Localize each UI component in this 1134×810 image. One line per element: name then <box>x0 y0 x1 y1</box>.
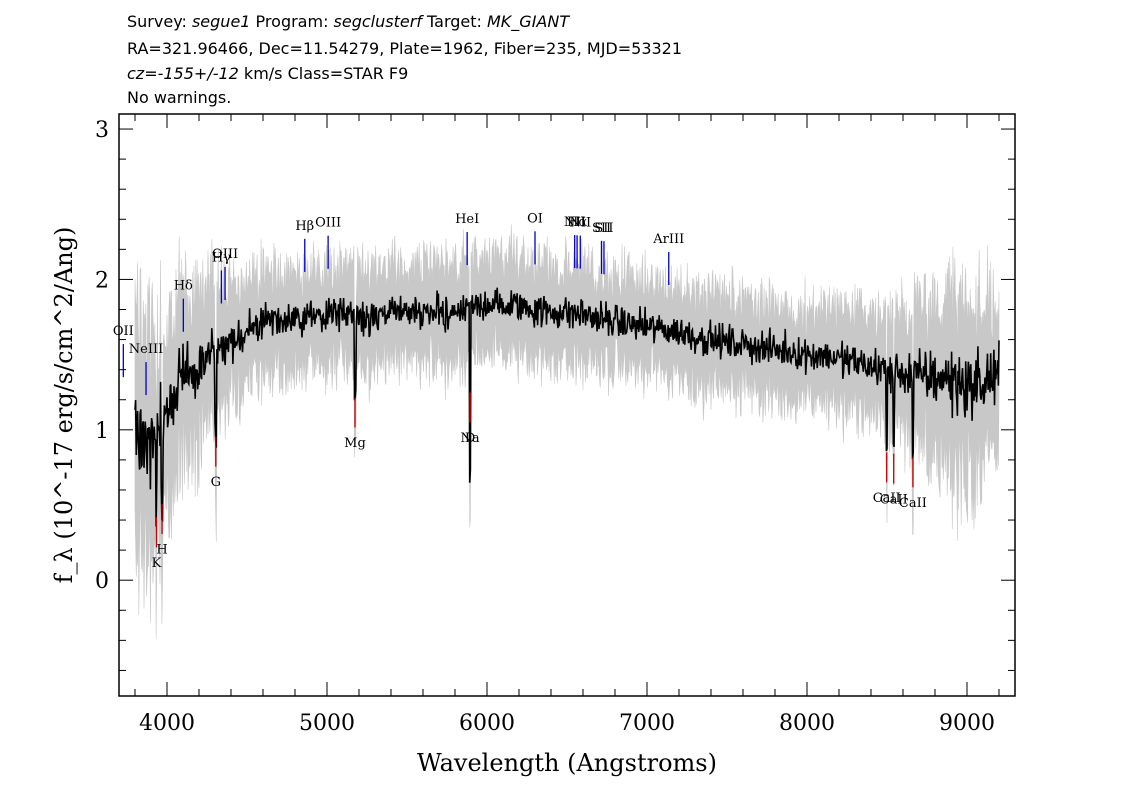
x-tick-label: 5000 <box>299 711 355 736</box>
header-segment: segue1 <box>192 12 251 31</box>
y-tick-label: 2 <box>95 268 109 293</box>
emission-line-label: OII <box>113 324 134 339</box>
header-line-2: RA=321.96466, Dec=11.54279, Plate=1962, … <box>127 39 682 58</box>
absorption-line-label: CaII <box>880 492 908 507</box>
header-segment: cz=-155+/-12 <box>127 64 239 83</box>
absorption-line-label: K <box>152 556 162 571</box>
absorption-line-label: G <box>211 475 221 490</box>
emission-line-label: OIII <box>315 216 341 231</box>
absorption-line-label: H <box>156 543 167 558</box>
x-tick-label: 7000 <box>619 711 675 736</box>
plot-frame <box>118 113 1016 697</box>
emission-line-label: NII <box>569 216 591 231</box>
y-tick-label: 1 <box>95 419 109 444</box>
emission-line-label: SII <box>592 221 611 236</box>
header-line-4: No warnings. <box>127 88 231 107</box>
x-axis-title: Wavelength (Angstroms) <box>417 749 717 777</box>
absorption-line-label: Na <box>460 431 479 446</box>
header-line-3: cz=-155+/-12 km/s Class=STAR F9 <box>127 64 408 83</box>
y-axis-title: f_λ (10^-17 erg/s/cm^2/Ang) <box>50 227 78 584</box>
y-tick-label: 3 <box>95 118 109 143</box>
absorption-line-label: CaII <box>899 496 927 511</box>
emission-line-label: ArIII <box>652 232 684 247</box>
absorption-line-label: D <box>465 431 475 446</box>
emission-line-label: NII <box>564 215 586 230</box>
emission-line-label: Hβ <box>295 219 314 234</box>
emission-line-label: HeI <box>455 212 479 227</box>
header-segment: Target: <box>422 12 487 31</box>
header-line-1: Survey: segue1 Program: segclusterf Targ… <box>127 12 570 32</box>
absorption-line-label: Mg <box>344 436 366 451</box>
flux-error-envelope <box>134 224 1000 639</box>
header-segment: Program: <box>250 12 333 31</box>
header-segment: km/s Class=STAR F9 <box>239 64 408 83</box>
y-tick-label: 0 <box>95 569 109 594</box>
emission-line-label: NeIII <box>129 342 163 357</box>
axis-ticks: 4000 5000 6000 7000 8000 9000 0 1 2 3 <box>95 114 1015 736</box>
header-segment: Survey: <box>127 12 192 31</box>
x-tick-label: 8000 <box>779 711 835 736</box>
emission-line-label: OI <box>527 211 543 226</box>
emission-line-label: Hγ <box>212 250 231 265</box>
absorption-line-label: CaII <box>873 491 901 506</box>
emission-line-label: OIII <box>212 247 238 262</box>
emission-line-label: Hδ <box>174 279 193 294</box>
emission-line-label: SII <box>594 221 613 236</box>
header-segment: MK_GIANT <box>487 12 570 32</box>
x-tick-label: 4000 <box>139 711 195 736</box>
emission-line-label: Hα <box>567 215 587 230</box>
flux-line <box>134 287 1000 527</box>
x-tick-label: 6000 <box>459 711 515 736</box>
x-tick-label: 9000 <box>939 711 995 736</box>
header-segment: segclusterf <box>334 12 425 31</box>
